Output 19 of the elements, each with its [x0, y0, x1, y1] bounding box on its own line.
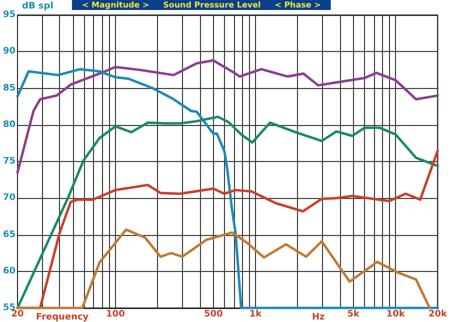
x-tick-label: 1k [249, 310, 263, 320]
y-axis-title: dB spl [22, 2, 54, 12]
x-tick-label: 20 [11, 310, 24, 320]
y-tick-label: 95 [2, 10, 16, 20]
y-tick-label: 60 [2, 266, 16, 276]
text: Hz [312, 312, 325, 322]
x-axis-title: Frequency [36, 312, 89, 322]
x-tick-label: 100 [106, 310, 125, 320]
y-tick-label: 65 [2, 230, 16, 240]
x-tick-label: 20k [428, 310, 448, 320]
y-tick-label: 70 [2, 193, 16, 204]
chart-title: < Magnitude > Sound Pressure Level < Phase > [82, 0, 321, 10]
x-tick-label: 500 [204, 310, 223, 320]
y-tick-label: 85 [2, 83, 16, 94]
y-tick-label: 75 [2, 156, 16, 166]
y-tick-label: 90 [2, 46, 16, 57]
x-tick-label: 10k [386, 310, 406, 320]
x-tick-label: 5k [347, 310, 361, 320]
y-tick-label: 80 [2, 120, 16, 130]
